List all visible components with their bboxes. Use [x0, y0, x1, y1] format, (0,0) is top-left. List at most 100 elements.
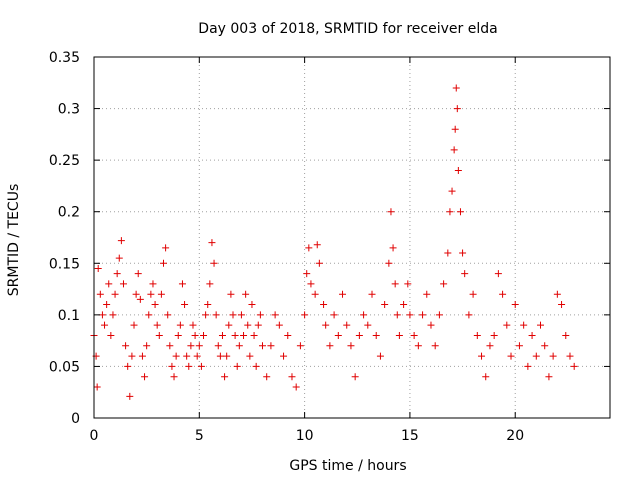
data-point [96, 290, 104, 298]
y-tick-label: 0.3 [58, 102, 80, 118]
data-point [240, 331, 248, 339]
data-point [395, 331, 403, 339]
data-point [330, 311, 338, 319]
data-point [305, 244, 313, 252]
data-point [197, 362, 205, 370]
data-point [147, 290, 155, 298]
data-point [229, 311, 237, 319]
data-point [160, 259, 168, 267]
data-point [235, 342, 243, 350]
data-point [284, 331, 292, 339]
data-point [440, 280, 448, 288]
data-point [105, 280, 113, 288]
data-point [223, 352, 231, 360]
data-point [360, 311, 368, 319]
data-point [343, 321, 351, 329]
data-point [181, 301, 189, 309]
data-point [263, 373, 271, 381]
data-point [545, 373, 553, 381]
data-point [307, 280, 315, 288]
x-tick-label: 10 [296, 428, 314, 444]
data-point [218, 331, 226, 339]
data-point [423, 290, 431, 298]
data-point [450, 146, 458, 154]
data-point [541, 342, 549, 350]
data-point [208, 239, 216, 247]
data-point [204, 301, 212, 309]
data-point [326, 342, 334, 350]
data-point [117, 237, 125, 245]
data-point [124, 362, 132, 370]
data-point [288, 373, 296, 381]
data-point [237, 311, 245, 319]
data-point [448, 187, 456, 195]
data-point [210, 259, 218, 267]
data-point [166, 342, 174, 350]
x-axis-label: GPS time / hours [289, 458, 406, 474]
data-point [406, 311, 414, 319]
data-point [376, 352, 384, 360]
data-point [214, 342, 222, 350]
data-point [178, 280, 186, 288]
data-point [174, 331, 182, 339]
data-point [494, 270, 502, 278]
data-point [216, 352, 224, 360]
data-point [507, 352, 515, 360]
data-point [138, 352, 146, 360]
data-point [271, 311, 279, 319]
data-point [93, 383, 101, 391]
x-tick-labels: 0 5 10 15 20 [90, 428, 525, 444]
data-point [206, 280, 214, 288]
y-tick-label: 0 [71, 411, 80, 427]
data-point [162, 244, 170, 252]
data-point [200, 331, 208, 339]
data-point [549, 352, 557, 360]
data-point [252, 362, 260, 370]
data-point [151, 301, 159, 309]
data-point [292, 383, 300, 391]
data-point [132, 290, 140, 298]
data-point [528, 331, 536, 339]
data-point [391, 280, 399, 288]
data-point [149, 280, 157, 288]
data-point [499, 290, 507, 298]
data-point [372, 331, 380, 339]
data-point [191, 331, 199, 339]
data-point [227, 290, 235, 298]
data-point [511, 301, 519, 309]
data-point [202, 311, 210, 319]
data-point [176, 321, 184, 329]
data-point [404, 280, 412, 288]
y-tick-labels: 0 0.05 0.1 0.15 0.2 0.25 0.3 0.35 [49, 50, 80, 427]
data-point [254, 321, 262, 329]
data-point [347, 342, 355, 350]
data-point [520, 321, 528, 329]
data-point [212, 311, 220, 319]
data-point [301, 311, 309, 319]
y-tick-label: 0.25 [49, 153, 80, 169]
data-point [145, 311, 153, 319]
data-point [451, 125, 459, 133]
data-point [453, 105, 461, 113]
data-point [364, 321, 372, 329]
data-point [296, 342, 304, 350]
axis-ticks [93, 56, 610, 419]
data-point [221, 373, 229, 381]
data-point [111, 290, 119, 298]
grid-lines [94, 57, 610, 418]
data-point [119, 280, 127, 288]
data-point [435, 311, 443, 319]
data-point [233, 362, 241, 370]
data-point [101, 321, 109, 329]
data-points [90, 84, 578, 400]
data-point [570, 362, 578, 370]
data-point [339, 290, 347, 298]
data-point [459, 249, 467, 257]
data-point [189, 321, 197, 329]
data-point [143, 342, 151, 350]
data-point [566, 352, 574, 360]
data-point [103, 301, 111, 309]
data-point [385, 259, 393, 267]
data-point [134, 270, 142, 278]
x-tick-label: 15 [401, 428, 419, 444]
